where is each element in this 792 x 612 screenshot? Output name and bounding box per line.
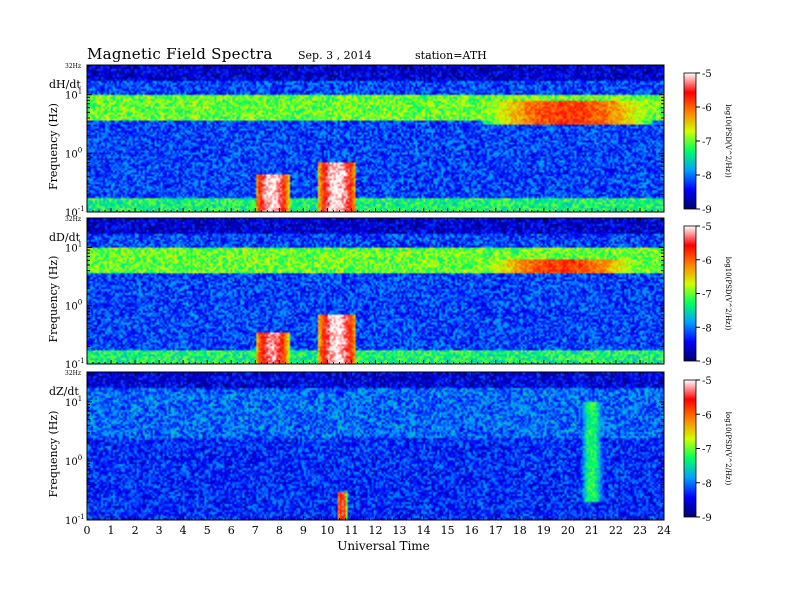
- figure-title: Magnetic Field Spectra: [87, 45, 273, 63]
- x-tick-label: 24: [657, 524, 671, 537]
- panel-label: dD/dt: [49, 231, 81, 244]
- colorbar-tick-label: -7: [702, 290, 712, 301]
- colorbar-label: log10(PSD(V^2/Hz)): [724, 104, 732, 178]
- colorbar-tick-label: -5: [702, 222, 712, 233]
- colorbar-tick-label: -6: [702, 410, 712, 421]
- y-tick-label: 100: [65, 299, 82, 313]
- colorbar: [683, 72, 697, 210]
- colorbar-tick-label: -6: [702, 256, 712, 267]
- colorbar-tick-label: -6: [702, 103, 712, 114]
- y-tick-label: 10-1: [65, 513, 85, 527]
- x-tick-label: 11: [344, 524, 358, 537]
- colorbar-tick-label: -5: [702, 69, 712, 80]
- x-tick-label: 20: [561, 524, 575, 537]
- x-tick-label: 21: [585, 524, 599, 537]
- x-tick-label: 0: [84, 524, 91, 537]
- x-tick-label: 15: [441, 524, 455, 537]
- x-tick-label: 16: [465, 524, 479, 537]
- y-tick-label: 100: [65, 146, 82, 160]
- spectrogram-image: [87, 218, 664, 364]
- x-tick-label: 13: [393, 524, 407, 537]
- x-tick-label: 8: [276, 524, 283, 537]
- x-tick-label: 18: [513, 524, 527, 537]
- colorbar-label: log10(PSD(V^2/Hz)): [724, 257, 732, 331]
- x-tick-label: 19: [537, 524, 551, 537]
- x-axis-label: Universal Time: [337, 539, 430, 553]
- x-tick-label: 12: [369, 524, 383, 537]
- y-axis-label: Frequency (Hz): [47, 411, 60, 498]
- top-frequency-label: 32Hz: [65, 216, 81, 223]
- x-tick-label: 23: [633, 524, 647, 537]
- spectrogram-image: [87, 65, 664, 212]
- x-tick-label: 3: [156, 524, 163, 537]
- y-tick-label: 100: [65, 454, 82, 468]
- y-axis-label: Frequency (Hz): [47, 256, 60, 343]
- colorbar-tick-label: -5: [702, 376, 712, 387]
- colorbar-tick-label: -9: [702, 357, 712, 368]
- colorbar: [683, 379, 697, 518]
- x-tick-label: 5: [204, 524, 211, 537]
- colorbar-tick-label: -8: [702, 479, 712, 490]
- panel-label: dH/dt: [49, 78, 81, 91]
- x-tick-label: 7: [252, 524, 259, 537]
- x-tick-label: 2: [132, 524, 139, 537]
- top-frequency-label: 32Hz: [65, 63, 81, 70]
- y-axis-label: Frequency (Hz): [47, 103, 60, 190]
- x-tick-label: 1: [108, 524, 115, 537]
- x-tick-label: 9: [300, 524, 307, 537]
- colorbar-tick-label: -9: [702, 205, 712, 216]
- x-tick-label: 4: [180, 524, 187, 537]
- x-tick-label: 17: [489, 524, 503, 537]
- x-tick-label: 14: [417, 524, 431, 537]
- colorbar-tick-label: -8: [702, 323, 712, 334]
- spectrogram-image: [87, 372, 664, 520]
- colorbar: [683, 225, 697, 362]
- colorbar-label: log10(PSD(V^2/Hz)): [724, 412, 732, 486]
- colorbar-tick-label: -7: [702, 445, 712, 456]
- colorbar-tick-label: -8: [702, 171, 712, 182]
- x-tick-label: 6: [228, 524, 235, 537]
- panel-label: dZ/dt: [49, 385, 79, 398]
- y-tick-label: 10-1: [65, 357, 85, 371]
- colorbar-tick-label: -7: [702, 137, 712, 148]
- station-label: station=ATH: [415, 49, 487, 62]
- colorbar-tick-label: -9: [702, 513, 712, 524]
- x-tick-label: 22: [609, 524, 623, 537]
- x-tick-label: 10: [320, 524, 334, 537]
- top-frequency-label: 32Hz: [65, 370, 81, 377]
- date-label: Sep. 3 , 2014: [298, 49, 372, 62]
